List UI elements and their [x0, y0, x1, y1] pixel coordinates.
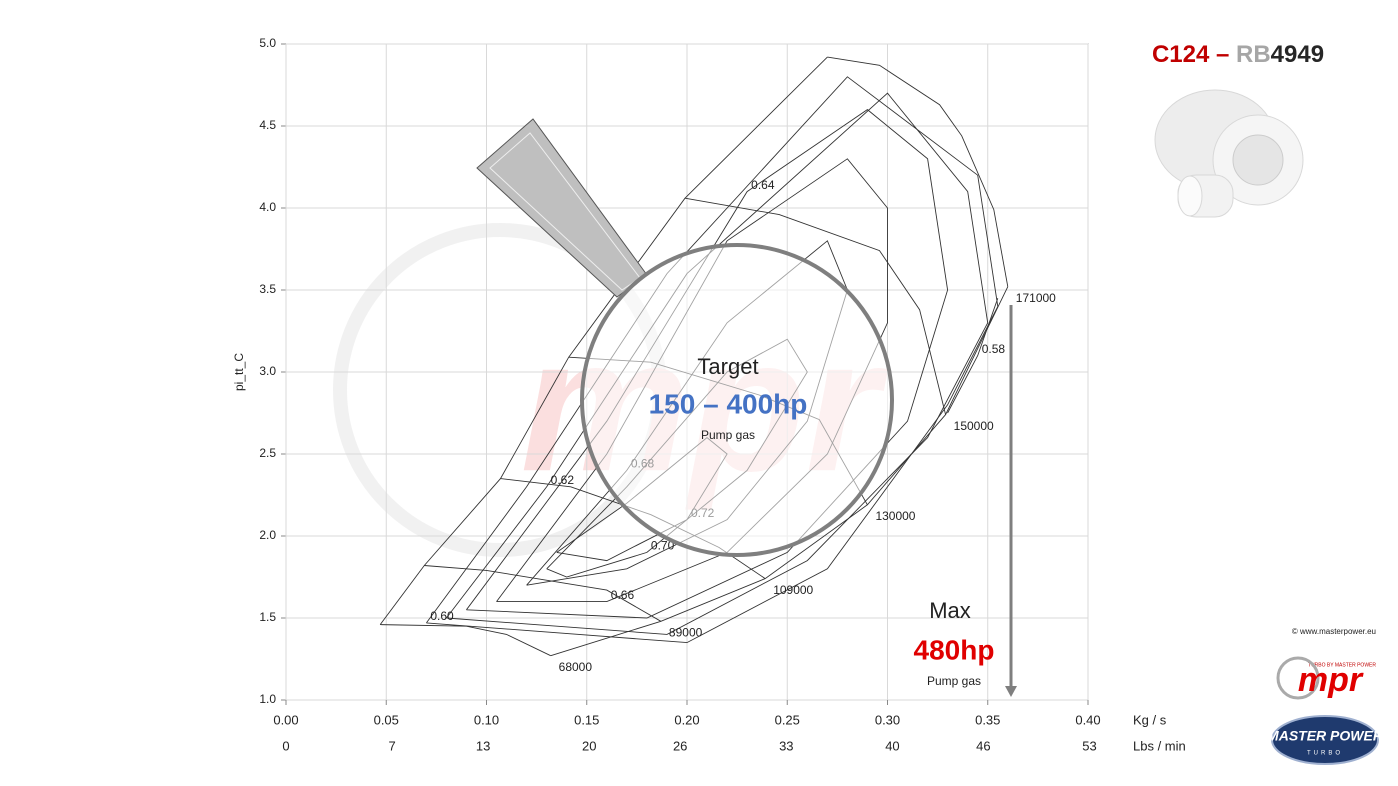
x-axis-label: Kg / s	[1133, 712, 1167, 727]
logo-master-sub: TURBO	[1307, 751, 1343, 757]
max-fuel: Pump gas	[927, 674, 981, 688]
x-tick-label: 0.10	[474, 712, 499, 727]
x2-tick-label: 40	[885, 738, 899, 753]
title: C124 – RB4949	[1152, 41, 1324, 68]
y-tick-label: 1.5	[259, 610, 276, 624]
efficiency-contour	[947, 298, 999, 414]
x2-tick-label: 46	[976, 738, 990, 753]
speed-line	[684, 197, 947, 415]
logo-mpr-ring	[1276, 656, 1320, 700]
y-tick-label: 4.0	[259, 200, 276, 214]
x-tick-label: 0.40	[1075, 712, 1100, 727]
x2-tick-label: 0	[282, 738, 289, 753]
surge-line	[379, 56, 828, 625]
y-tick-label: 5.0	[259, 36, 276, 50]
y-tick-label: 2.5	[259, 446, 276, 460]
x-tick-label: 0.15	[574, 712, 599, 727]
target-label: Target	[697, 354, 758, 379]
x2-tick-label: 20	[582, 738, 596, 753]
logo-master: MASTER POWER	[1267, 728, 1384, 744]
target-fuel: Pump gas	[701, 428, 755, 442]
speed-label: 89000	[669, 625, 703, 639]
y-axis-label: pi_tt_C	[232, 353, 246, 391]
copyright: © www.masterpower.eu	[1292, 627, 1376, 636]
speed-label: 171000	[1016, 291, 1056, 305]
x2-tick-label: 53	[1082, 738, 1096, 753]
y-tick-label: 3.5	[259, 282, 276, 296]
speed-label: 130000	[875, 509, 915, 523]
max-label: Max	[929, 598, 971, 623]
x-tick-label: 0.00	[273, 712, 298, 727]
target-circle	[580, 243, 894, 557]
x-tick-label: 0.30	[875, 712, 900, 727]
efficiency-label: 0.70	[651, 539, 675, 553]
turbo-image	[1154, 89, 1304, 218]
x2-tick-label: 13	[476, 738, 490, 753]
y-tick-label: 1.0	[259, 692, 276, 706]
speed-label: 150000	[954, 419, 994, 433]
y-tick-label: 2.0	[259, 528, 276, 542]
x2-tick-label: 7	[389, 738, 396, 753]
efficiency-label: 0.66	[611, 588, 635, 602]
speed-label: 68000	[559, 660, 593, 674]
x-tick-label: 0.35	[975, 712, 1000, 727]
x-tick-label: 0.05	[374, 712, 399, 727]
y-tick-label: 4.5	[259, 118, 276, 132]
efficiency-label: 0.60	[430, 609, 454, 623]
speed-line	[380, 624, 551, 657]
efficiency-label: 0.64	[751, 178, 775, 192]
choke-line	[550, 286, 1009, 657]
target-range: 150 – 400hp	[649, 388, 808, 419]
y-tick-label: 3.0	[259, 364, 276, 378]
title-part: C124 –	[1152, 41, 1236, 68]
x2-tick-label: 33	[779, 738, 793, 753]
logo-mpr-tag: TURBO BY MASTER POWER	[1308, 662, 1376, 668]
efficiency-label: 0.58	[982, 342, 1006, 356]
x-tick-label: 0.20	[674, 712, 699, 727]
x-tick-label: 0.25	[775, 712, 800, 727]
title-part: 4949	[1271, 41, 1324, 68]
max-power: 480hp	[914, 634, 995, 665]
title-part: RB	[1236, 41, 1271, 68]
efficiency-label: 0.62	[551, 473, 575, 487]
logo-master-badge	[1271, 715, 1379, 765]
x2-tick-label: 26	[673, 738, 687, 753]
speed-label: 109000	[773, 583, 813, 597]
max-arrow-head	[1005, 686, 1017, 697]
logo-mpr: mpr	[1298, 661, 1364, 699]
speed-line	[827, 56, 1009, 287]
x2-axis-label: Lbs / min	[1133, 738, 1186, 753]
speed-line	[424, 565, 662, 622]
